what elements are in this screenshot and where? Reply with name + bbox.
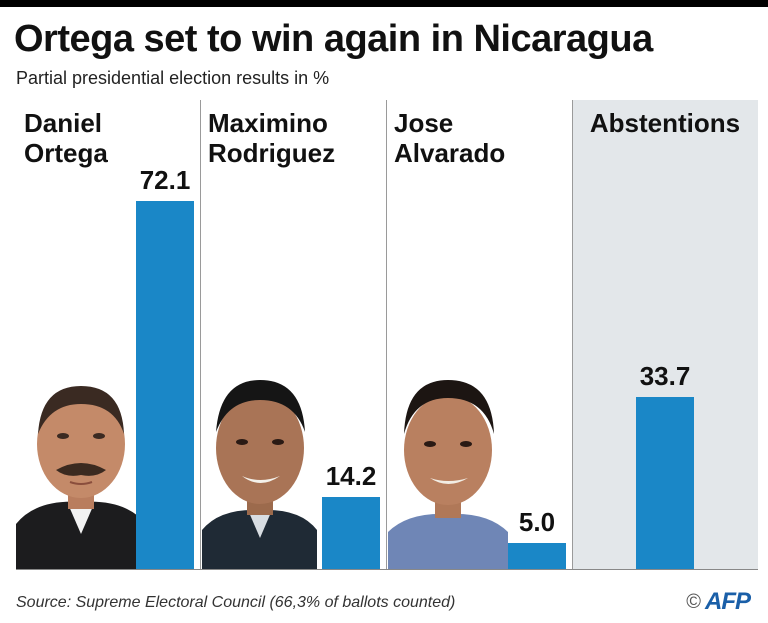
chart-subtitle: Partial presidential election results in… [16,68,330,88]
candidate-name: Jose Alvarado [394,108,506,168]
bar-abstentions [636,396,694,569]
bar-value-label-alvarado: 5.0 [518,507,556,538]
panel-divider [572,100,573,570]
source-note: Source: Supreme Electoral Council (66,3%… [16,594,456,611]
panel-divider [386,100,387,570]
chart-title: Ortega set to win again in Nicaragua [14,18,653,60]
candidate-panel-ortega: Daniel Ortega [16,100,200,570]
bar-value-label-rodriguez: 14.2 [325,460,377,491]
chart-baseline [16,569,758,570]
candidate-portrait-alvarado [388,380,508,570]
candidate-panel-alvarado: Jose Alvarado [386,100,572,570]
bar-value-label-abstentions: 33.7 [639,360,691,391]
candidate-portrait-rodriguez [202,380,317,570]
top-rule [0,0,768,7]
bar-alvarado [508,543,566,569]
abstentions-name: Abstentions [589,108,741,138]
chart-panels: Daniel Ortega Maximino Rodriguez Jose Al… [16,100,758,570]
candidate-panel-rodriguez: Maximino Rodriguez [200,100,386,570]
credit: © AFP [686,588,751,616]
bar-ortega [136,201,194,569]
candidate-portrait-ortega [16,386,146,570]
copyright-symbol: © [686,590,701,613]
afp-logo: AFP [705,588,751,615]
candidate-name: Daniel Ortega [24,108,108,168]
bar-rodriguez [322,496,380,569]
bar-value-label-ortega: 72.1 [139,165,191,195]
candidate-name: Maximino Rodriguez [208,108,336,168]
panel-divider [200,100,201,570]
